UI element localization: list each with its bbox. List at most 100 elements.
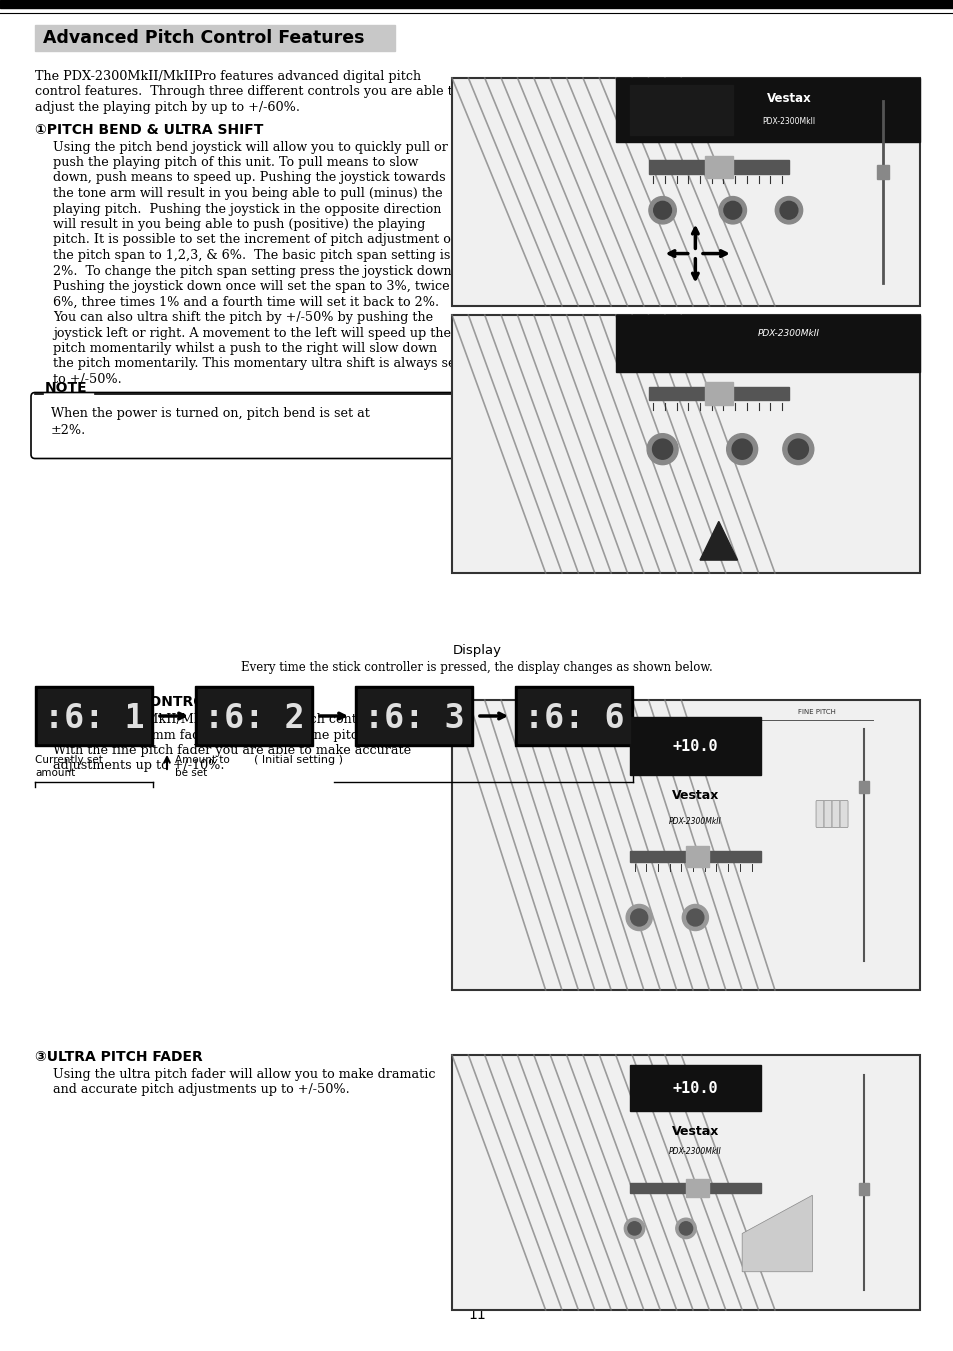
Text: amount: amount (35, 767, 75, 778)
Bar (517, 689, 629, 743)
Bar (629, 717, 760, 775)
Circle shape (652, 439, 672, 459)
Circle shape (775, 196, 801, 224)
Circle shape (623, 1219, 644, 1239)
Bar (355, 686, 473, 746)
Bar (357, 689, 470, 743)
Text: 2%.  To change the pitch span setting press the joystick down.: 2%. To change the pitch span setting pre… (53, 265, 456, 277)
Circle shape (780, 201, 797, 219)
FancyBboxPatch shape (831, 801, 840, 828)
Circle shape (686, 909, 703, 925)
Text: ①PITCH BEND & ULTRA SHIFT: ①PITCH BEND & ULTRA SHIFT (35, 123, 263, 136)
Text: adjustments up to +/-10%.: adjustments up to +/-10%. (53, 759, 224, 773)
Bar (35, 26, 395, 51)
Text: Every time the stick controller is pressed, the display changes as shown below.: Every time the stick controller is press… (241, 661, 712, 674)
Bar (629, 851, 760, 862)
Bar (858, 1182, 868, 1194)
Text: joystick left or right. A movement to the left will speed up the: joystick left or right. A movement to th… (53, 327, 451, 339)
Bar (858, 781, 868, 793)
Text: The PDX-2300MkII/MkIIPro has two pitch control faders.: The PDX-2300MkII/MkIIPro has two pitch c… (53, 713, 423, 725)
Text: PDX-2300MkII: PDX-2300MkII (758, 328, 819, 338)
Text: pitch. It is possible to set the increment of pitch adjustment or: pitch. It is possible to set the increme… (53, 234, 456, 246)
Text: ②FINE PITCH CONTROL: ②FINE PITCH CONTROL (35, 694, 213, 709)
Circle shape (648, 196, 676, 224)
Text: 11: 11 (468, 1308, 485, 1323)
Bar (452, 78, 919, 305)
Bar (0, 0, 953, 8)
Bar (35, 686, 152, 746)
Text: The PDX-2300MkII/MkIIPro features advanced digital pitch: The PDX-2300MkII/MkIIPro features advanc… (35, 70, 420, 82)
Circle shape (726, 434, 757, 465)
Circle shape (719, 196, 745, 224)
Circle shape (723, 201, 740, 219)
Bar (876, 165, 887, 178)
Bar (615, 78, 919, 142)
Text: be set: be set (174, 767, 207, 778)
Text: ③ULTRA PITCH FADER: ③ULTRA PITCH FADER (35, 1050, 203, 1065)
Circle shape (679, 1221, 692, 1235)
Text: +10.0: +10.0 (672, 1081, 718, 1096)
Circle shape (646, 434, 678, 465)
Bar (648, 388, 788, 400)
Bar (704, 155, 732, 178)
Bar (194, 686, 313, 746)
Bar (685, 847, 709, 867)
Text: Amount to: Amount to (174, 755, 230, 765)
Text: NOTE: NOTE (45, 381, 88, 396)
FancyBboxPatch shape (815, 801, 823, 828)
Text: +10.0: +10.0 (672, 739, 718, 754)
Circle shape (675, 1219, 696, 1239)
Text: Display: Display (452, 644, 501, 657)
Circle shape (653, 201, 671, 219)
Text: :6: 2: :6: 2 (204, 701, 304, 735)
Circle shape (787, 439, 807, 459)
Circle shape (681, 904, 708, 931)
Text: to +/-50%.: to +/-50%. (53, 373, 122, 386)
Text: adjust the playing pitch by up to +/-60%.: adjust the playing pitch by up to +/-60%… (35, 101, 299, 113)
Text: Advanced Pitch Control Features: Advanced Pitch Control Features (43, 28, 364, 47)
Text: PDX-2300MkII: PDX-2300MkII (668, 817, 721, 827)
Text: the pitch span to 1,2,3, & 6%.  The basic pitch span setting is: the pitch span to 1,2,3, & 6%. The basic… (53, 249, 450, 262)
Text: :6: 3: :6: 3 (363, 701, 464, 735)
Text: You can also ultra shift the pitch by +/-50% by pushing the: You can also ultra shift the pitch by +/… (53, 311, 433, 324)
Bar (452, 1055, 919, 1310)
Text: PDX-2300MkII: PDX-2300MkII (668, 1147, 721, 1156)
Text: control features.  Through three different controls you are able to: control features. Through three differen… (35, 85, 460, 99)
Text: FINE PITCH: FINE PITCH (798, 709, 835, 715)
Text: :6: 6: :6: 6 (523, 701, 623, 735)
Bar (629, 1065, 760, 1111)
Circle shape (625, 904, 652, 931)
Text: playing pitch.  Pushing the joystick in the opposite direction: playing pitch. Pushing the joystick in t… (53, 203, 441, 216)
FancyBboxPatch shape (823, 801, 831, 828)
Text: :6: 1: :6: 1 (44, 701, 144, 735)
Text: the tone arm will result in you being able to pull (minus) the: the tone arm will result in you being ab… (53, 186, 442, 200)
Text: ±2%.: ±2%. (51, 424, 86, 438)
Circle shape (782, 434, 813, 465)
Text: Currently set: Currently set (35, 755, 103, 765)
Text: The larger, 100mm fader control is for fine pitch adjustment.: The larger, 100mm fader control is for f… (53, 728, 446, 742)
Bar (704, 382, 732, 405)
Text: push the playing pitch of this unit. To pull means to slow: push the playing pitch of this unit. To … (53, 155, 418, 169)
Text: ( Initial setting ): ( Initial setting ) (253, 755, 343, 765)
Bar (515, 686, 633, 746)
Circle shape (731, 439, 751, 459)
Text: Using the pitch bend joystick will allow you to quickly pull or: Using the pitch bend joystick will allow… (53, 141, 447, 154)
Bar (452, 315, 919, 573)
Bar (615, 315, 919, 372)
Circle shape (627, 1221, 640, 1235)
Bar (452, 700, 919, 990)
Text: Vestax: Vestax (671, 789, 719, 802)
Text: Vestax: Vestax (766, 92, 810, 105)
Text: Using the ultra pitch fader will allow you to make dramatic: Using the ultra pitch fader will allow y… (53, 1069, 435, 1081)
Text: Pushing the joystick down once will set the span to 3%, twice: Pushing the joystick down once will set … (53, 280, 449, 293)
Text: pitch momentarily whilst a push to the right will slow down: pitch momentarily whilst a push to the r… (53, 342, 436, 355)
Bar (38, 689, 150, 743)
Bar (629, 1182, 760, 1193)
Text: When the power is turned on, pitch bend is set at: When the power is turned on, pitch bend … (51, 407, 370, 420)
Polygon shape (741, 1196, 812, 1271)
Text: Vestax: Vestax (671, 1125, 719, 1138)
Bar (685, 1178, 709, 1197)
Text: the pitch momentarily. This momentary ultra shift is always set: the pitch momentarily. This momentary ul… (53, 358, 460, 370)
Bar (629, 85, 732, 135)
Circle shape (630, 909, 647, 925)
